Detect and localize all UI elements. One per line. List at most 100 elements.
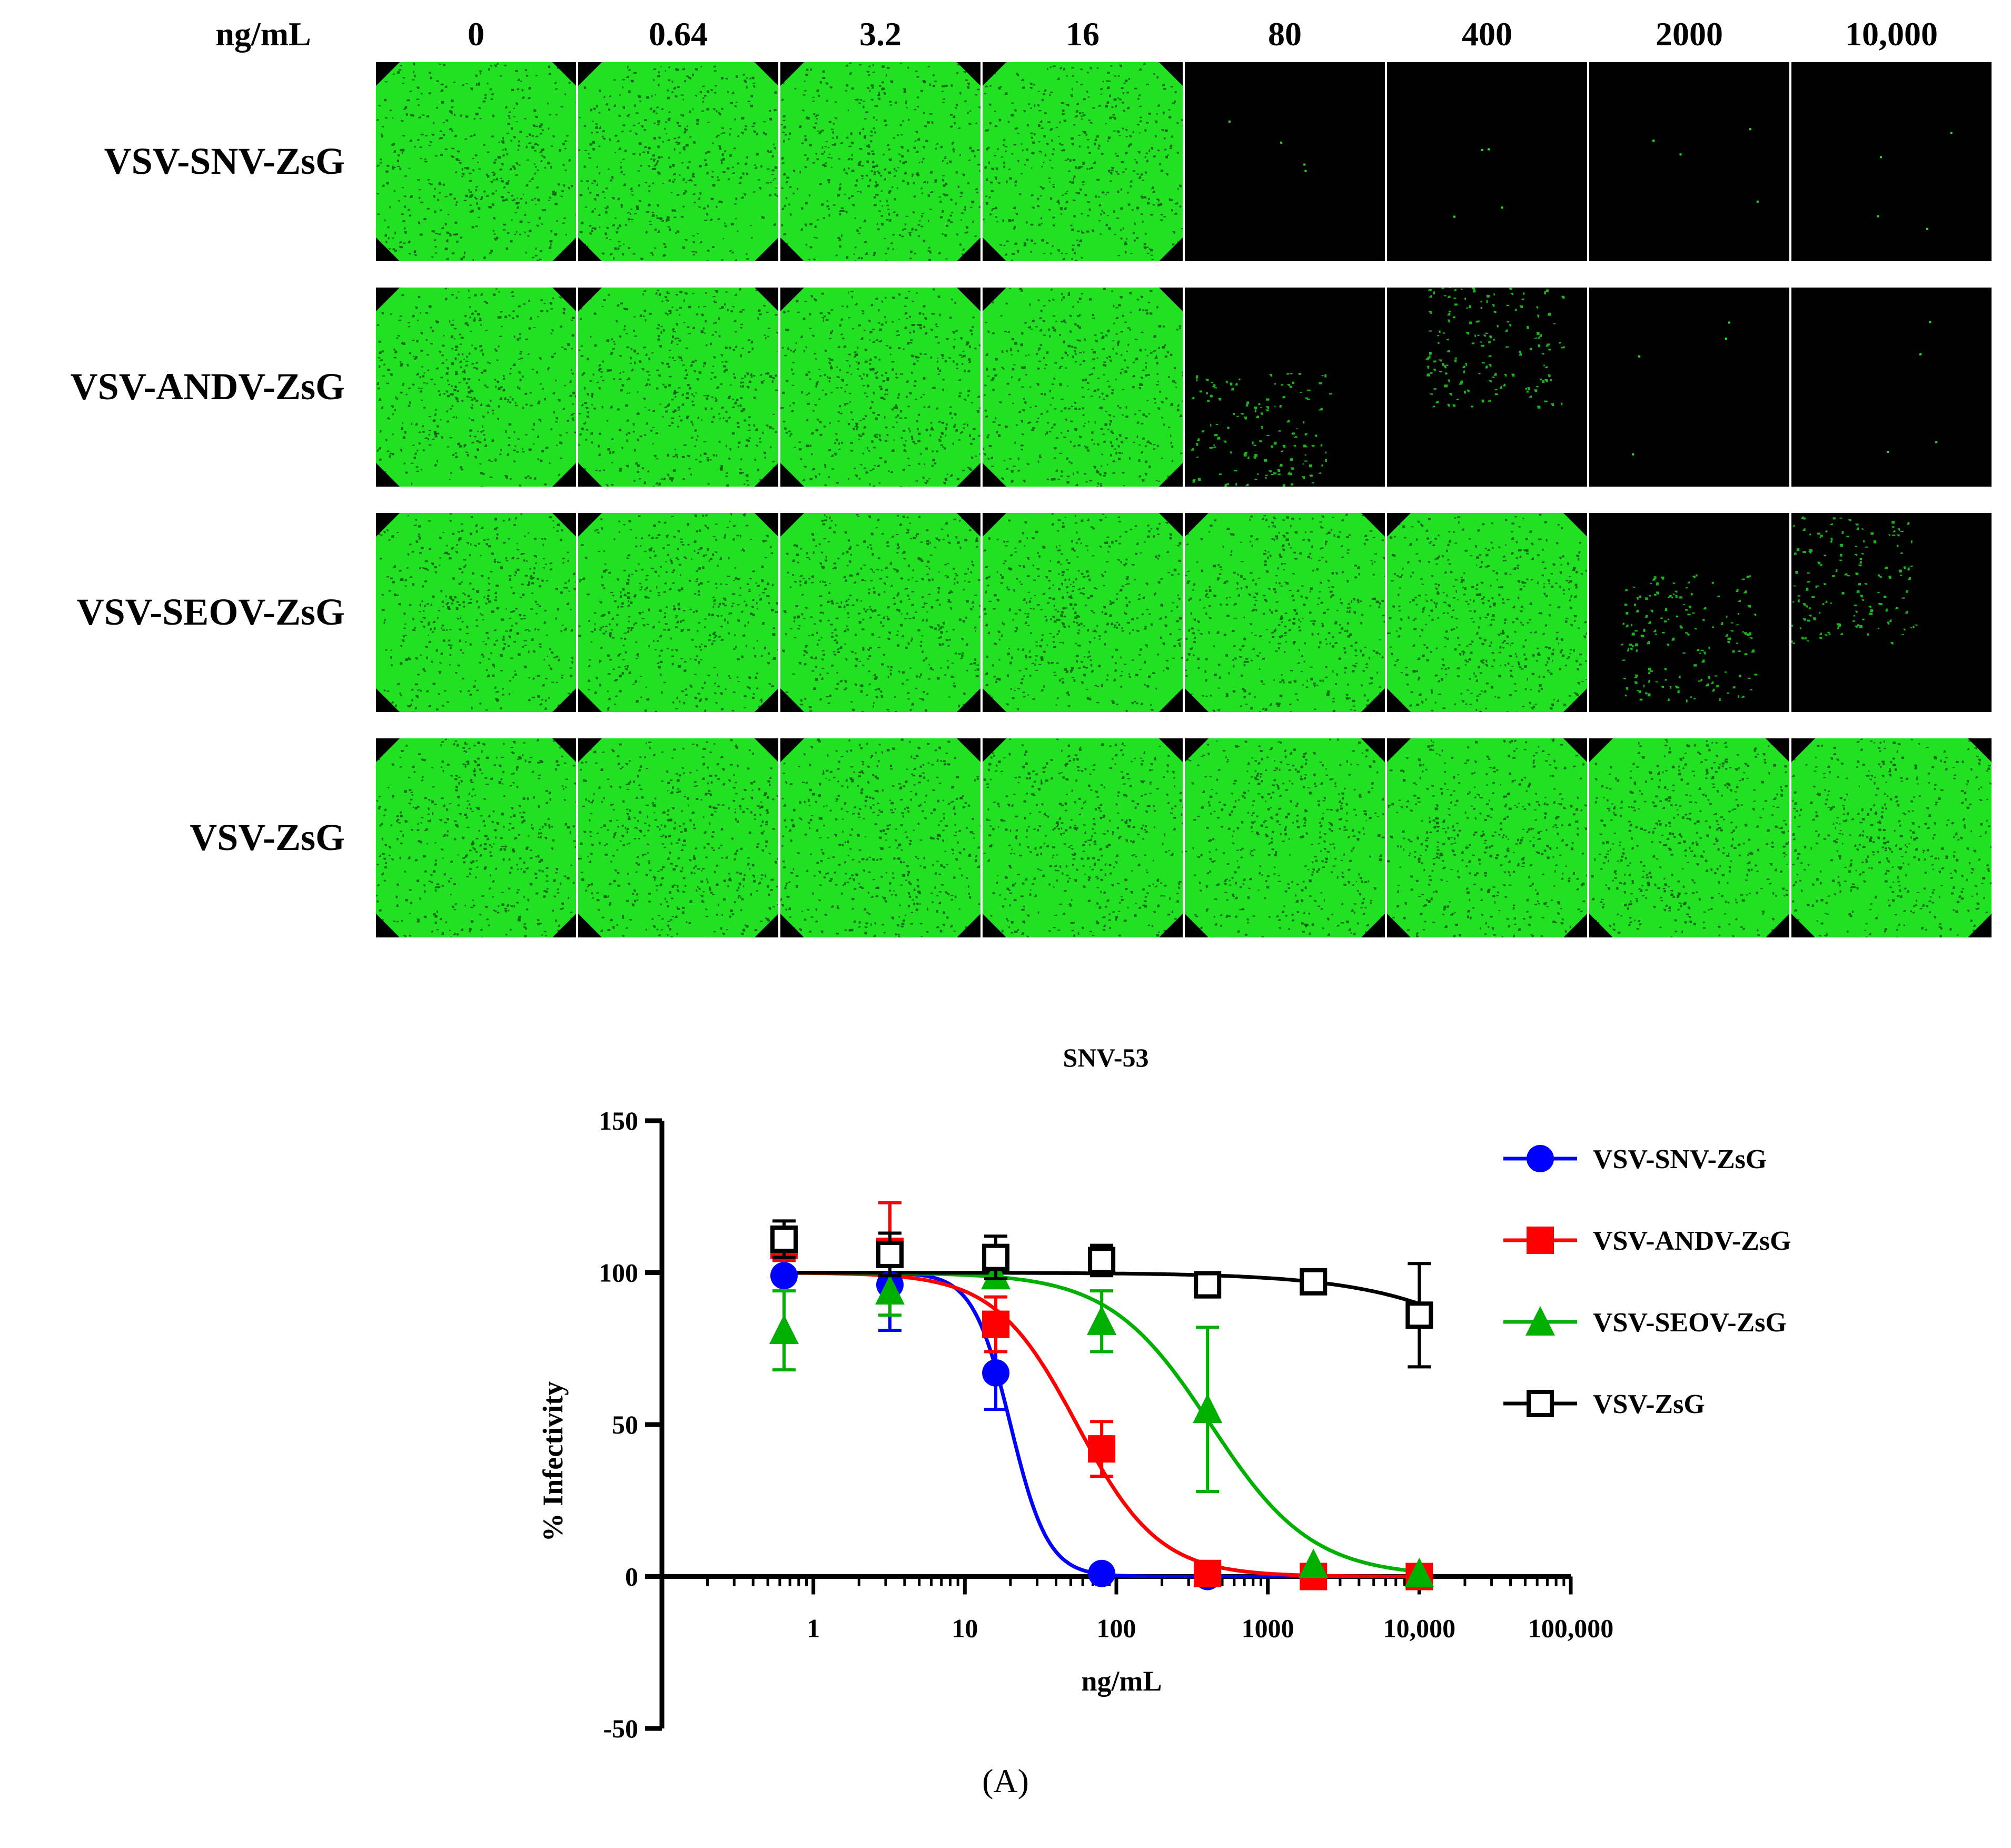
- y-tick-label: 100: [599, 1258, 638, 1288]
- data-point: [1088, 1435, 1116, 1463]
- fluorescence-well: [1387, 62, 1587, 261]
- well-image: [1185, 738, 1385, 937]
- well-image: [376, 738, 576, 937]
- data-point: [1088, 1247, 1116, 1274]
- virus-row-label: VSV-ZsG: [190, 816, 345, 858]
- fluorescence-well: [780, 288, 980, 487]
- fluorescence-well: [1791, 738, 1992, 937]
- legend-label: VSV-SEOV-ZsG: [1593, 1308, 1787, 1338]
- fluorescence-well: [1185, 738, 1385, 937]
- legend-label: VSV-SNV-ZsG: [1593, 1144, 1767, 1174]
- data-point: [1088, 1559, 1116, 1587]
- data-point: [1404, 1557, 1434, 1587]
- data-point: [769, 1315, 799, 1345]
- data-point: [770, 1226, 798, 1253]
- well-image: [578, 738, 778, 937]
- data-point: [875, 1275, 905, 1305]
- fluorescence-well: [376, 513, 576, 712]
- x-tick-label: 1: [807, 1614, 820, 1643]
- data-point: [1193, 1394, 1223, 1424]
- well-image: [376, 62, 576, 261]
- fluorescence-well: [1185, 288, 1385, 487]
- y-tick-label: -50: [603, 1714, 638, 1743]
- panel-caption: (A): [982, 1762, 1029, 1800]
- concentration-header: 400: [1462, 15, 1512, 53]
- chart-title: SNV-53: [1063, 1043, 1149, 1072]
- data-point: [982, 1243, 1010, 1271]
- well-image: [578, 288, 778, 487]
- well-image: [1791, 516, 1918, 645]
- well-image: [780, 62, 980, 261]
- data-point: [1194, 1271, 1222, 1299]
- fluorescence-well: [1387, 288, 1587, 487]
- well-image: [1387, 513, 1587, 712]
- well-image: [578, 513, 778, 712]
- legend-marker: [1527, 1227, 1554, 1254]
- fluorescence-well: [1589, 738, 1789, 937]
- data-point: [1299, 1548, 1329, 1578]
- well-image: [1589, 738, 1789, 937]
- data-point: [982, 1310, 1010, 1338]
- fluorescence-well: [1185, 62, 1385, 261]
- virus-row-label: VSV-SNV-ZsG: [104, 140, 345, 182]
- y-tick-label: 0: [625, 1562, 638, 1592]
- fluorescence-well: [578, 288, 778, 487]
- data-point: [982, 1359, 1010, 1387]
- virus-row-label: VSV-SEOV-ZsG: [76, 591, 345, 633]
- unit-header: ng/mL: [215, 15, 311, 53]
- y-axis-label: % Infectivity: [537, 1381, 569, 1541]
- well-image: [983, 738, 1183, 937]
- legend-marker: [1525, 1306, 1555, 1336]
- concentration-header: 2000: [1656, 15, 1723, 53]
- well-image: [780, 513, 980, 712]
- fluorescence-well: [983, 288, 1183, 487]
- y-tick-label: 50: [612, 1410, 638, 1439]
- x-tick-label: 100: [1097, 1614, 1136, 1643]
- x-axis-label: ng/mL: [1081, 1665, 1162, 1697]
- concentration-header: 0.64: [649, 15, 708, 53]
- fluorescence-well: [1387, 513, 1587, 712]
- concentration-header: 3.2: [859, 15, 902, 53]
- fluorescence-well: [376, 738, 576, 937]
- concentration-header: 0: [468, 15, 484, 53]
- concentration-header: 10,000: [1845, 15, 1938, 53]
- concentration-header: 16: [1066, 15, 1099, 53]
- data-point: [876, 1240, 904, 1268]
- fluorescence-well: [983, 513, 1183, 712]
- fluorescence-well: [376, 288, 576, 487]
- fluorescence-well: [780, 513, 980, 712]
- y-tick-label: 150: [599, 1106, 638, 1135]
- fluorescence-well: [376, 62, 576, 261]
- fluorescence-well: [1589, 62, 1789, 261]
- legend-label: VSV-ANDV-ZsG: [1593, 1226, 1791, 1256]
- well-image: [376, 513, 576, 712]
- x-tick-label: 10: [952, 1614, 978, 1643]
- data-point: [1087, 1305, 1117, 1335]
- well-image: [983, 62, 1183, 261]
- fluorescence-well: [780, 738, 980, 937]
- legend-label: VSV-ZsG: [1593, 1389, 1705, 1419]
- fluorescence-well: [578, 738, 778, 937]
- fluorescence-well: [1185, 513, 1385, 712]
- well-image: [1387, 738, 1587, 937]
- well-image: [780, 288, 980, 487]
- legend-marker: [1527, 1390, 1554, 1417]
- fluorescence-well: [1589, 513, 1789, 712]
- well-image: [780, 738, 980, 937]
- fluorescence-well: [1791, 513, 1992, 712]
- fluorescence-well: [1791, 62, 1992, 261]
- fluorescence-well: [578, 62, 778, 261]
- legend-marker: [1527, 1145, 1554, 1172]
- data-point: [1300, 1268, 1328, 1296]
- well-image: [983, 513, 1183, 712]
- x-tick-label: 1000: [1242, 1614, 1294, 1643]
- data-point: [1405, 1301, 1433, 1329]
- fluorescence-well: [578, 513, 778, 712]
- fluorescence-well: [1791, 288, 1992, 487]
- well-image: [1791, 738, 1992, 937]
- fluorescence-well: [1589, 288, 1789, 487]
- virus-row-label: VSV-ANDV-ZsG: [70, 365, 345, 408]
- x-tick-label: 10,000: [1383, 1614, 1456, 1643]
- data-point: [1194, 1559, 1222, 1587]
